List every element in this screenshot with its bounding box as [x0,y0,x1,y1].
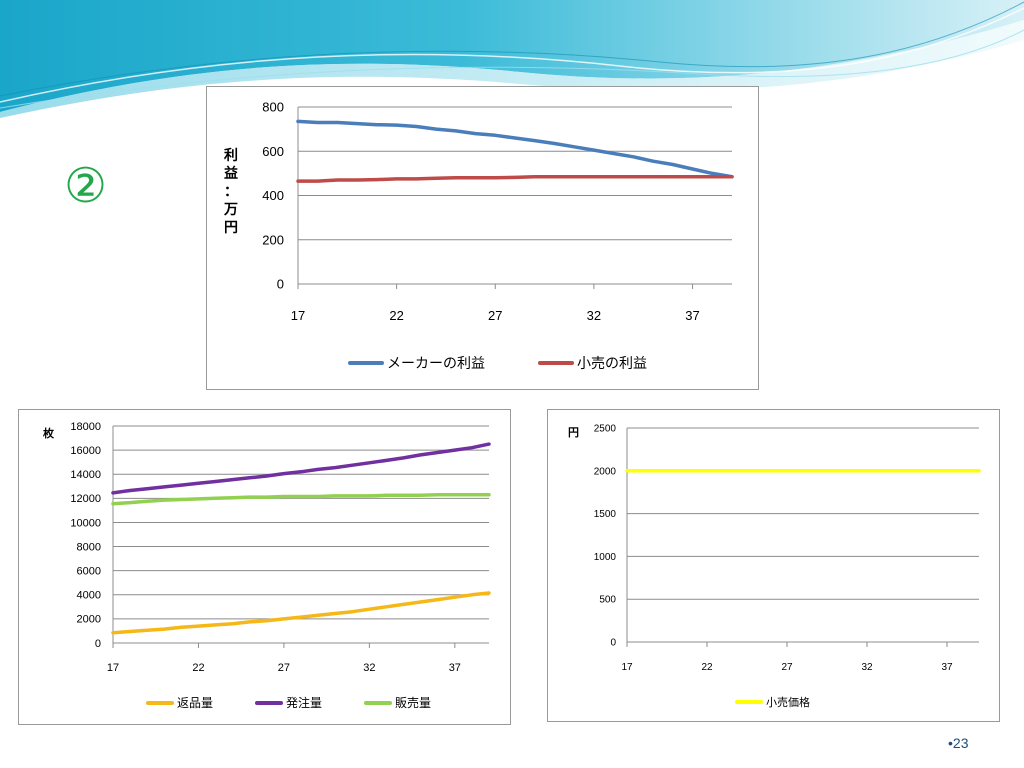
y-tick-label: 400 [262,188,284,203]
y-tick-label: 200 [262,232,284,247]
x-tick-label: 17 [107,662,119,674]
y-tick-label: 0 [610,638,616,649]
x-tick-label: 27 [488,308,502,323]
legend-label: 小売価格 [766,695,810,709]
x-tick-label: 32 [363,662,375,674]
legend-label: 発注量 [286,695,322,710]
x-tick-label: 17 [621,662,633,673]
y-axis-label-char: 利 [224,147,238,164]
quantity-chart: 0 2000 4000 6000 8000 10000 12000 14000 16000 180… [18,409,511,725]
price-chart: 0 500 1000 1500 2000 2500 17 22 27 32 37 円小売価格 [547,409,1000,722]
y-tick-label: 14000 [70,469,101,481]
y-axis-label: 枚 [43,426,55,440]
y-tick-label: 1500 [594,509,617,520]
x-tick-label: 22 [389,308,403,323]
y-tick-label: 18000 [70,421,101,433]
y-tick-label: 2000 [594,466,617,477]
x-tick-label: 22 [192,662,204,674]
y-tick-label: 0 [277,277,284,292]
x-tick-label: 27 [781,662,793,673]
y-axis-label: 円 [568,426,579,439]
y-tick-label: 6000 [77,566,101,578]
y-tick-label: 800 [262,100,284,115]
page-number: •23 [948,735,969,751]
series-line [111,591,491,635]
legend-label: 返品量 [177,696,213,710]
series-line [296,174,734,183]
x-tick-label: 22 [701,662,713,673]
series-line [111,492,491,506]
profit-chart: 0 200 400 600 800 17 22 27 32 37 利益 ： 万円メーカーの利益 小売の利益 [206,86,759,390]
y-axis-label-char: ： [224,184,238,200]
section-marker: ② [64,158,108,214]
y-tick-label: 4000 [77,590,101,602]
y-axis-label-char: 益 [224,165,238,182]
y-tick-label: 2500 [594,424,617,435]
x-tick-label: 32 [587,308,601,323]
x-tick-label: 27 [278,662,290,674]
legend-label: 販売量 [395,695,431,710]
y-axis-label-char: 万 [223,202,238,218]
y-axis-label-char: 円 [224,220,238,236]
y-tick-label: 12000 [70,493,101,505]
y-tick-label: 8000 [77,541,101,553]
y-tick-label: 500 [599,595,616,606]
x-tick-label: 37 [941,662,953,673]
header-wave-banner [0,0,1024,118]
x-tick-label: 32 [861,662,873,673]
y-tick-label: 1000 [594,552,617,563]
legend-label: メーカーの利益 [387,356,485,372]
legend-label: 小売の利益 [577,356,647,372]
x-tick-label: 37 [685,308,699,323]
y-tick-label: 16000 [70,445,101,457]
x-tick-label: 37 [449,662,461,674]
y-tick-label: 0 [95,638,101,650]
series-line [296,119,734,179]
y-tick-label: 10000 [70,517,101,529]
series-line [111,442,491,495]
y-tick-label: 600 [262,144,284,159]
quantity-chart-svg: 0 2000 4000 6000 8000 10000 12000 14000 16000 180… [43,421,491,710]
x-tick-label: 17 [291,308,305,323]
y-tick-label: 2000 [77,614,101,626]
